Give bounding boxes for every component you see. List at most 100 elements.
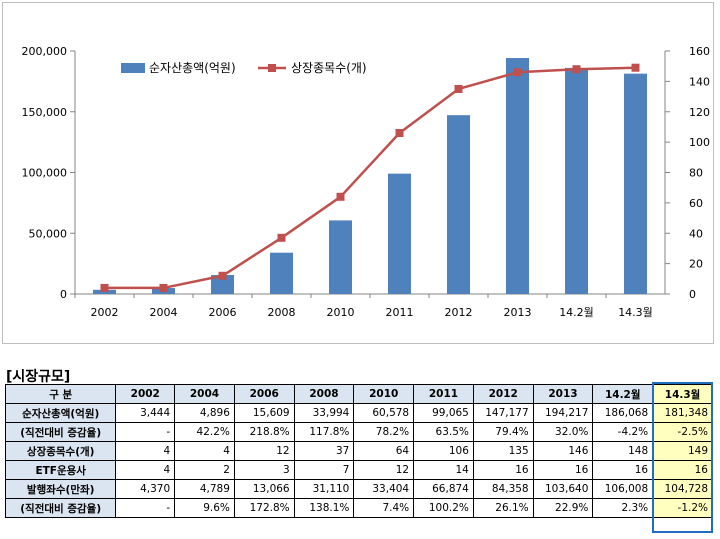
x-tick-label: 2006 xyxy=(209,306,237,319)
y-tick-label: 100,000 xyxy=(22,167,68,180)
y2-tick-label: 100 xyxy=(689,136,710,149)
y2-tick-label: 40 xyxy=(689,227,703,240)
table-cell: 3,444 xyxy=(115,403,176,423)
table-cell: 2 xyxy=(174,460,235,480)
bar xyxy=(506,58,529,295)
table-header-period: 2002 xyxy=(115,384,176,404)
table-cell: 64 xyxy=(353,441,415,461)
table-cell: -4.2% xyxy=(592,422,654,442)
table-header-period: 2010 xyxy=(353,384,415,404)
table-header-period: 2012 xyxy=(472,384,534,404)
table-header-period: 2013 xyxy=(532,384,594,404)
table-cell: - xyxy=(115,422,176,442)
y2-tick-label: 0 xyxy=(689,288,696,301)
table-cell: 16 xyxy=(652,460,713,480)
line-point xyxy=(277,233,286,242)
x-tick-label: 14.2월 xyxy=(559,306,594,319)
table-cell: 12 xyxy=(353,460,415,480)
table-header-period: 14.3월 xyxy=(652,384,713,404)
row-label: 발행좌수(만좌) xyxy=(4,479,117,499)
table-cell: 4,896 xyxy=(174,403,235,423)
x-tick-label: 2002 xyxy=(91,306,119,319)
table-cell: 104,728 xyxy=(652,479,713,499)
row-label: 상장종목수(개) xyxy=(4,441,117,461)
table-cell: 13,066 xyxy=(233,479,295,499)
table-cell: 99,065 xyxy=(413,403,474,423)
bar xyxy=(624,73,647,295)
table-cell: 22.9% xyxy=(532,498,594,518)
table-cell: 172.8% xyxy=(233,498,295,518)
bar xyxy=(211,275,234,294)
table-cell: 146 xyxy=(532,441,594,461)
table-cell: - xyxy=(115,498,176,518)
table-cell: 33,404 xyxy=(353,479,415,499)
x-tick-label: 2004 xyxy=(150,306,178,319)
bar xyxy=(388,173,411,294)
table-cell: 194,217 xyxy=(532,403,594,423)
row-label: (직전대비 증감율) xyxy=(4,422,117,442)
table-cell: 31,110 xyxy=(293,479,355,499)
table-row: 순자산총액(억원) 3,444 4,896 15,609 33,994 60,578 99,… xyxy=(4,403,713,423)
table-header-period: 2006 xyxy=(233,384,295,404)
bar xyxy=(329,220,352,294)
line-point xyxy=(100,283,109,292)
row-label: (직전대비 증감율) xyxy=(4,498,117,518)
y2-tick-label: 160 xyxy=(689,45,710,58)
x-tick-label: 2010 xyxy=(327,306,355,319)
y-tick-label: 0 xyxy=(60,288,67,301)
x-tick-label: 2008 xyxy=(268,306,296,319)
market-size-table: 구 분 2002 2004 2006 2008 2010 2011 2012 2013 14.2월… xyxy=(4,384,713,518)
table-cell: 4,789 xyxy=(174,479,235,499)
table-cell: 148 xyxy=(592,441,654,461)
combo-chart: 0 50,000 100,000 150,000 200,000 0 20 40 60 80 100… xyxy=(22,45,711,319)
y2-tick-label: 80 xyxy=(689,167,703,180)
table-cell: 2.3% xyxy=(592,498,654,518)
table-cell: 26.1% xyxy=(472,498,534,518)
y-tick-label: 200,000 xyxy=(22,45,68,58)
y-tick-label: 50,000 xyxy=(29,227,68,240)
row-label: 순자산총액(억원) xyxy=(4,403,117,423)
legend-bar-label: 순자산총액(억원) xyxy=(149,61,236,75)
table-row: 상장종목수(개) 4 4 12 37 64 106 135 146 148 149 xyxy=(4,441,713,461)
table-cell: 63.5% xyxy=(413,422,474,442)
y2-tick-label: 120 xyxy=(689,106,710,119)
table-cell: 42.2% xyxy=(174,422,235,442)
line-point xyxy=(631,63,640,72)
line-point xyxy=(395,129,404,138)
line-series xyxy=(104,66,636,290)
table-cell: 37 xyxy=(293,441,355,461)
x-tick-label: 2013 xyxy=(504,306,532,319)
legend-line-label: 상장종목수(개) xyxy=(291,61,367,75)
table-cell: 149 xyxy=(652,441,713,461)
y2-tick-label: 140 xyxy=(689,75,710,88)
table-cell: 12 xyxy=(233,441,295,461)
x-tick-label: 2012 xyxy=(445,306,473,319)
table-cell: 100.2% xyxy=(413,498,474,518)
table-cell: 16 xyxy=(592,460,654,480)
line-point xyxy=(336,192,345,201)
table-cell: 78.2% xyxy=(353,422,415,442)
table-cell: 4 xyxy=(115,441,176,461)
line-point xyxy=(572,65,581,74)
table-cell: 15,609 xyxy=(233,403,295,423)
table-header-period: 2004 xyxy=(174,384,235,404)
table-cell: 14 xyxy=(413,460,474,480)
table-cell: 103,640 xyxy=(532,479,594,499)
table-cell: -2.5% xyxy=(652,422,713,442)
table-row: (직전대비 증감율) -9.6% 172.8% 138.1% 7.4% 100.2% 26.… xyxy=(4,498,713,518)
bar xyxy=(270,252,293,294)
section-title: [시장규모] xyxy=(6,369,71,385)
table-cell: 181,348 xyxy=(652,403,713,423)
table-cell: 4 xyxy=(115,460,176,480)
table-cell: 79.4% xyxy=(472,422,534,442)
table-cell: 16 xyxy=(532,460,594,480)
table-cell: 147,177 xyxy=(472,403,534,423)
table-cell: 186,068 xyxy=(592,403,654,423)
line-point xyxy=(218,271,227,280)
table-header-row: 구 분 2002 2004 2006 2008 2010 2011 2012 2013 14.2월… xyxy=(4,384,713,404)
y-tick-label: 150,000 xyxy=(22,106,68,119)
x-tick-label: 14.3월 xyxy=(618,306,653,319)
table-cell: 117.8% xyxy=(293,422,355,442)
table-header-label: 구 분 xyxy=(4,384,117,404)
table-row: ETF운용사 4 2 3 7 12 14 16 16 16 16 xyxy=(4,460,713,480)
